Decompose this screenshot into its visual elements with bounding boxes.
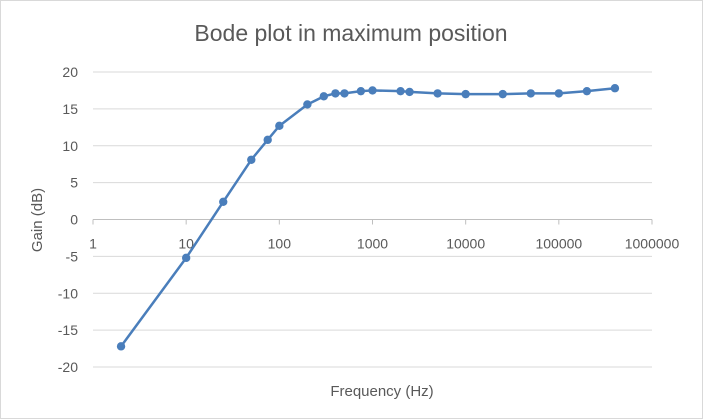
y-tick-label: -10: [58, 285, 78, 301]
data-point: [356, 86, 366, 96]
data-point: [526, 89, 535, 98]
x-tick-label: 1: [89, 236, 97, 252]
y-tick-label: -15: [58, 322, 78, 338]
data-point: [263, 135, 272, 145]
y-tick-label: 5: [70, 175, 78, 191]
data-point: [461, 89, 470, 99]
y-tick-label: -5: [66, 248, 79, 264]
data-point: [582, 86, 592, 96]
x-tick-label: 1000000: [625, 236, 680, 252]
data-point: [498, 89, 507, 99]
data-point: [610, 84, 620, 93]
data-point: [319, 92, 328, 101]
x-axis-ticks: 1 10 100 1000 10000 100000 1000000: [89, 236, 679, 252]
data-point: [554, 89, 564, 98]
y-tick-label: 0: [70, 212, 78, 228]
x-axis-label: Frequency (Hz): [330, 383, 433, 400]
data-point: [340, 89, 349, 98]
y-tick-label: 20: [62, 64, 78, 80]
data-point: [116, 342, 126, 351]
data-point: [219, 197, 228, 206]
y-axis-ticks: 20 15 10 5 0 -5 -10 -15 -20: [58, 64, 78, 375]
data-point: [181, 253, 191, 263]
x-tick-label: 100000: [535, 236, 582, 252]
data-point: [275, 121, 284, 131]
chart-title: Bode plot in maximum position: [194, 20, 507, 46]
data-point: [331, 89, 340, 98]
data-point: [247, 155, 256, 164]
x-tick-label: 100: [268, 236, 292, 252]
data-point: [303, 100, 312, 109]
data-point: [396, 86, 405, 96]
x-tick-label: 1000: [357, 236, 388, 252]
y-tick-label: 10: [62, 138, 78, 154]
y-tick-label: -20: [58, 359, 78, 375]
series-gain: [116, 84, 620, 351]
series-line: [120, 86, 616, 348]
data-point: [405, 87, 414, 97]
x-tick-label: 10: [178, 236, 194, 252]
y-tick-label: 15: [62, 101, 78, 117]
x-axis: [92, 219, 653, 225]
data-point: [368, 86, 377, 95]
y-axis-label: Gain (dB): [29, 188, 46, 252]
x-tick-label: 10000: [446, 236, 485, 252]
data-point: [433, 89, 442, 98]
